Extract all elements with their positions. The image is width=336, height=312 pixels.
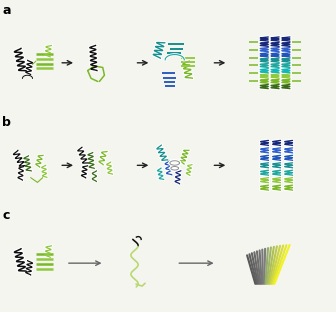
Text: b: b (2, 116, 11, 129)
Text: a: a (2, 4, 11, 17)
Text: c: c (2, 209, 10, 222)
